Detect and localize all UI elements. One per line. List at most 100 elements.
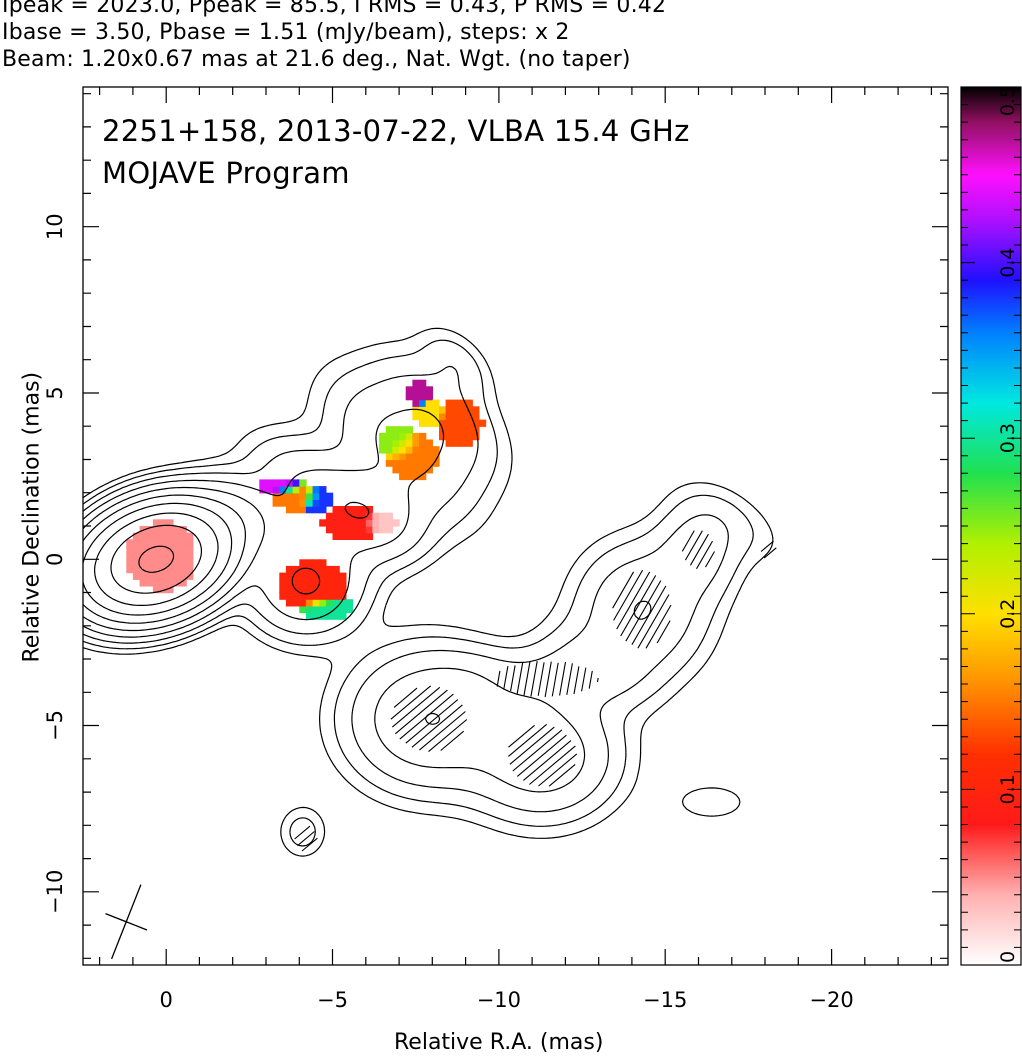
fracpol-cell — [419, 379, 427, 387]
fracpol-cell — [285, 599, 294, 607]
fracpol-cell — [319, 585, 327, 594]
colorbar: 0 0.1 0.2 0.3 0.4 0.5 — [960, 86, 1022, 966]
fracpol-cell — [419, 393, 427, 401]
fracpol-cell — [319, 572, 327, 580]
fracpol-cell — [445, 426, 453, 434]
fracpol-cell — [305, 599, 314, 607]
fracpol-cell — [159, 546, 167, 554]
fracpol-cell — [405, 439, 413, 447]
fracpol-cell — [425, 459, 433, 467]
fracpol-cell — [132, 552, 141, 560]
fracpol-cell — [412, 452, 420, 461]
evpa-hatch — [496, 661, 599, 698]
fracpol-cell — [299, 499, 307, 507]
fracpol-cell — [292, 565, 300, 574]
fracpol-cell — [432, 459, 440, 467]
fracpol-cell — [166, 565, 174, 574]
fracpol-cell — [399, 439, 407, 447]
fracpol-cell — [385, 519, 394, 527]
fracpol-cell — [146, 552, 154, 560]
fracpol-cell — [405, 446, 413, 454]
fracpol-cell — [419, 412, 427, 421]
y-tick-label: 10 — [43, 213, 67, 240]
plot-frame — [82, 86, 949, 966]
fracpol-cell — [365, 526, 374, 534]
x-tick-label: −10 — [477, 988, 521, 1012]
fracpol-cell — [419, 459, 427, 467]
fracpol-cell — [345, 605, 354, 614]
fracpol-cell — [325, 585, 334, 594]
colorbar-tick-label: 0.1 — [997, 774, 1019, 804]
fracpol-cell — [132, 559, 141, 567]
fracpol-cell — [139, 559, 147, 567]
fracpol-cell — [132, 572, 141, 580]
fracpol-cell — [166, 585, 174, 594]
tick-marks — [83, 87, 948, 965]
fracpol-cell — [472, 412, 480, 421]
fracpol-cell — [312, 599, 320, 607]
fracpol-cell — [412, 406, 420, 414]
fracpol-cell — [285, 492, 294, 500]
fracpol-cell — [345, 506, 354, 514]
fracpol-cell — [285, 486, 294, 494]
fracpol-cell — [179, 565, 187, 574]
fracpol-cell — [419, 446, 427, 454]
fracpol-cell — [399, 452, 407, 461]
fracpol-cell — [139, 539, 147, 547]
fracpol-cell — [339, 532, 347, 540]
contour-level — [83, 494, 246, 624]
beam-cross — [105, 884, 148, 960]
contour-level — [83, 486, 441, 725]
fracpol-cell — [385, 459, 394, 467]
fracpol-cell — [372, 512, 380, 520]
fracpol-cell — [339, 605, 347, 614]
fracpol-cell — [339, 506, 347, 514]
fracpol-cell — [279, 492, 287, 500]
evpa-vectors — [294, 530, 777, 852]
fracpol-cell — [445, 432, 453, 441]
fracpol-cell — [272, 499, 280, 507]
y-tick-labels: −10 −5 0 5 10 — [43, 213, 67, 914]
fracpol-cell — [166, 532, 174, 540]
fracpol-cell — [339, 579, 347, 587]
fracpol-cell — [319, 519, 327, 527]
fracpol-cell — [132, 546, 141, 554]
fracpol-cell — [285, 579, 294, 587]
fracpol-cell — [372, 526, 380, 534]
fracpol-cell — [399, 426, 407, 434]
fracpol-cell — [345, 526, 354, 534]
fracpol-cell — [392, 466, 400, 474]
fracpol-cell — [312, 605, 320, 614]
intensity-contours — [83, 327, 774, 857]
fracpol-cell — [359, 526, 367, 534]
fracpol-cell — [392, 426, 400, 434]
fracpol-cell — [465, 412, 473, 421]
fracpol-cell — [345, 599, 354, 607]
fracpol-cell — [452, 432, 460, 441]
fracpol-cell — [392, 459, 400, 467]
fracpol-cell — [392, 446, 400, 454]
fracpol-cell — [385, 432, 394, 441]
fracpol-cell — [319, 559, 327, 567]
fracpol-cell — [425, 446, 433, 454]
fracpol-cell — [312, 499, 320, 507]
fracpol-cell — [285, 592, 294, 600]
fracpol-cell — [472, 432, 480, 441]
fracpol-cell — [399, 466, 407, 474]
fracpol-cell — [458, 419, 467, 427]
fracpol-cell — [179, 546, 187, 554]
fracpol-cell — [152, 552, 161, 560]
fracpol-cell — [126, 552, 134, 560]
fracpol-cell — [352, 519, 360, 527]
fracpol-cell — [172, 579, 181, 587]
contour-level — [83, 365, 729, 813]
colorbar-gradient — [961, 87, 1021, 965]
fracpol-cell — [159, 552, 167, 560]
fracpol-cell — [312, 506, 320, 514]
fracpol-cell — [305, 486, 314, 494]
fracpol-cell — [419, 439, 427, 447]
fracpol-cell — [412, 439, 420, 447]
fracpol-cell — [352, 526, 360, 534]
fracpol-cell — [166, 519, 174, 527]
program-label: MOJAVE Program — [102, 156, 350, 190]
